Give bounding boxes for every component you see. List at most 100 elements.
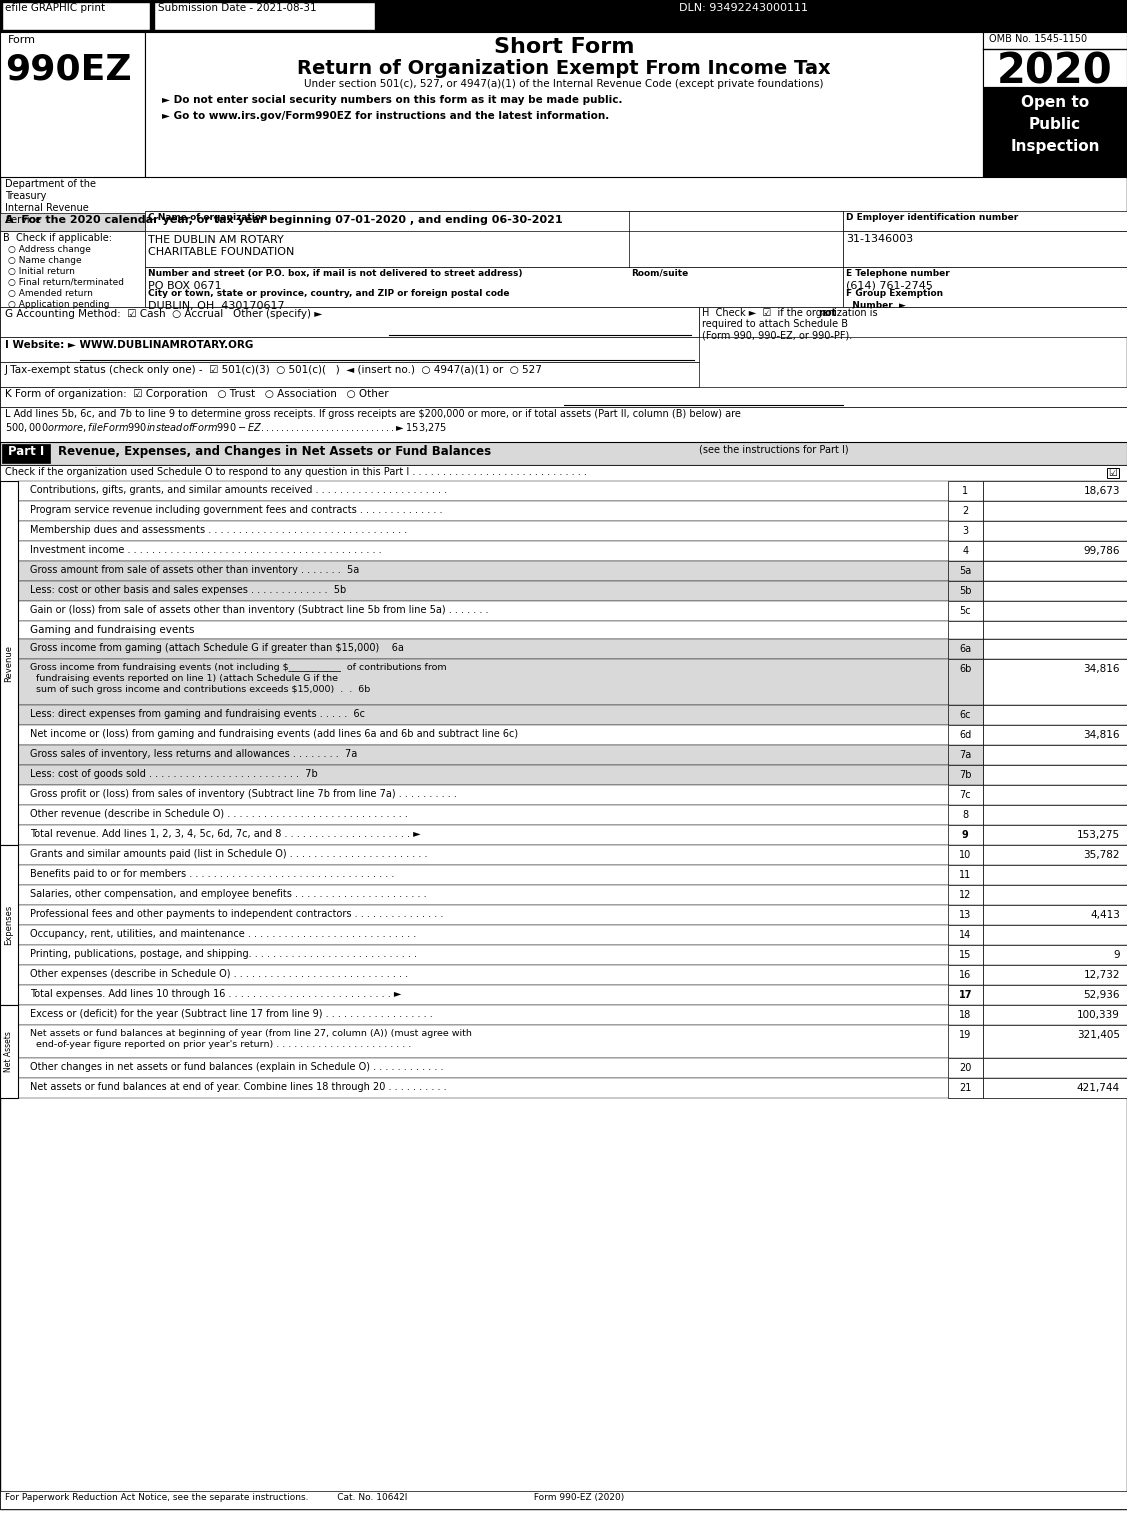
Text: ○ Name change: ○ Name change — [8, 257, 81, 266]
Text: ► Go to www.irs.gov/Form990EZ for instructions and the latest information.: ► Go to www.irs.gov/Form990EZ for instru… — [161, 111, 609, 121]
Text: Salaries, other compensation, and employee benefits . . . . . . . . . . . . . . : Salaries, other compensation, and employ… — [30, 889, 427, 899]
Text: 321,405: 321,405 — [1077, 1031, 1120, 1040]
Text: 1: 1 — [962, 486, 969, 496]
Bar — [0, 307, 699, 337]
Bar — [983, 602, 1127, 621]
Bar — [18, 560, 1127, 580]
Text: ► Do not enter social security numbers on this form as it may be made public.: ► Do not enter social security numbers o… — [161, 95, 622, 105]
Bar — [948, 602, 983, 621]
Bar — [983, 580, 1127, 602]
Bar — [948, 864, 983, 886]
Text: 9: 9 — [962, 831, 969, 840]
Text: 15: 15 — [959, 950, 971, 960]
Text: 6d: 6d — [960, 730, 971, 741]
Bar — [948, 1025, 983, 1058]
Text: ○ Amended return: ○ Amended return — [8, 289, 93, 298]
Text: sum of such gross income and contributions exceeds $15,000)  .  .  6b: sum of such gross income and contributio… — [30, 686, 370, 693]
Text: D Employer identification number: D Employer identification number — [847, 212, 1018, 221]
Text: 10: 10 — [960, 851, 971, 860]
Text: Other expenses (describe in Schedule O) . . . . . . . . . . . . . . . . . . . . : Other expenses (describe in Schedule O) … — [30, 970, 408, 979]
Bar — [983, 945, 1127, 965]
Bar — [983, 745, 1127, 765]
Text: 19: 19 — [960, 1031, 971, 1040]
Text: Department of the: Department of the — [5, 179, 96, 189]
Bar — [0, 1005, 18, 1098]
Bar — [948, 844, 983, 864]
Bar — [843, 231, 1127, 267]
Text: Gross income from gaming (attach Schedule G if greater than $15,000)    6a: Gross income from gaming (attach Schedul… — [30, 643, 404, 654]
Bar — [0, 0, 1127, 32]
Text: Total revenue. Add lines 1, 2, 3, 4, 5c, 6d, 7c, and 8 . . . . . . . . . . . . .: Total revenue. Add lines 1, 2, 3, 4, 5c,… — [30, 829, 421, 838]
Bar — [948, 705, 983, 725]
Bar — [843, 211, 1127, 231]
Bar — [983, 985, 1127, 1005]
Text: 990EZ: 990EZ — [5, 52, 132, 86]
Text: 5b: 5b — [959, 586, 971, 596]
Bar — [948, 1058, 983, 1078]
Bar — [948, 638, 983, 660]
Text: required to attach Schedule B: required to attach Schedule B — [702, 319, 848, 328]
Bar — [145, 211, 843, 231]
Text: 18,673: 18,673 — [1084, 486, 1120, 496]
Text: Check if the organization used Schedule O to respond to any question in this Par: Check if the organization used Schedule … — [5, 467, 587, 476]
Bar — [948, 906, 983, 925]
Text: Number and street (or P.O. box, if mail is not delivered to street address): Number and street (or P.O. box, if mail … — [148, 269, 523, 278]
Text: DUBLIN, OH  430170617: DUBLIN, OH 430170617 — [148, 301, 285, 312]
Bar — [983, 1078, 1127, 1098]
Bar — [18, 805, 1127, 825]
Text: OMB No. 1545-1150: OMB No. 1545-1150 — [989, 34, 1087, 44]
Text: 6a: 6a — [960, 644, 971, 654]
Bar — [983, 1005, 1127, 1025]
Bar — [0, 408, 1127, 441]
Bar — [2, 2, 150, 31]
Bar — [18, 825, 1127, 844]
Text: 7a: 7a — [960, 750, 971, 760]
Bar — [18, 765, 1127, 785]
Text: 6c: 6c — [960, 710, 971, 721]
Text: Grants and similar amounts paid (list in Schedule O) . . . . . . . . . . . . . .: Grants and similar amounts paid (list in… — [30, 849, 428, 860]
Text: C Name of organization: C Name of organization — [148, 212, 268, 221]
Text: 4: 4 — [962, 547, 969, 556]
Text: 3: 3 — [962, 525, 969, 536]
Text: $500,000 or more, file Form 990 instead of Form 990-EZ . . . . . . . . . . . . .: $500,000 or more, file Form 990 instead … — [5, 421, 447, 434]
Text: DLN: 93492243000111: DLN: 93492243000111 — [679, 3, 807, 14]
Text: ☑: ☑ — [1108, 467, 1117, 478]
Bar — [948, 725, 983, 745]
Bar — [983, 87, 1127, 177]
Bar — [983, 765, 1127, 785]
Bar — [0, 481, 18, 844]
Text: Net Assets: Net Assets — [5, 1031, 14, 1072]
Text: G Accounting Method:  ☑ Cash  ○ Accrual   Other (specify) ►: G Accounting Method: ☑ Cash ○ Accrual Ot… — [5, 308, 322, 319]
Text: CHARITABLE FOUNDATION: CHARITABLE FOUNDATION — [148, 247, 294, 257]
Text: Less: cost of goods sold . . . . . . . . . . . . . . . . . . . . . . . . .  7b: Less: cost of goods sold . . . . . . . .… — [30, 770, 317, 779]
Text: Number  ►: Number ► — [847, 301, 907, 310]
Bar — [948, 825, 983, 844]
Text: ○ Final return/terminated: ○ Final return/terminated — [8, 278, 124, 287]
Text: 20: 20 — [959, 1063, 971, 1073]
Text: Total expenses. Add lines 10 through 16 . . . . . . . . . . . . . . . . . . . . : Total expenses. Add lines 10 through 16 … — [30, 989, 401, 999]
Bar — [18, 541, 1127, 560]
Bar — [983, 925, 1127, 945]
Text: 9: 9 — [1113, 950, 1120, 960]
Bar — [948, 1078, 983, 1098]
Bar — [948, 985, 983, 1005]
Text: 8: 8 — [962, 809, 969, 820]
Bar — [699, 307, 1127, 337]
Text: 16: 16 — [960, 970, 971, 980]
Text: THE DUBLIN AM ROTARY: THE DUBLIN AM ROTARY — [148, 235, 283, 244]
Text: I Website: ► WWW.DUBLINAMROTARY.ORG: I Website: ► WWW.DUBLINAMROTARY.ORG — [5, 341, 253, 350]
Text: Inspection: Inspection — [1010, 139, 1100, 154]
Bar — [18, 725, 1127, 745]
Text: ○ Application pending: ○ Application pending — [8, 299, 110, 308]
Bar — [983, 32, 1127, 87]
Text: end-of-year figure reported on prior year's return) . . . . . . . . . . . . . . : end-of-year figure reported on prior yea… — [30, 1040, 411, 1049]
Bar — [948, 481, 983, 501]
Bar — [18, 705, 1127, 725]
Bar — [983, 906, 1127, 925]
Text: Gross amount from sale of assets other than inventory . . . . . . .  5a: Gross amount from sale of assets other t… — [30, 565, 359, 576]
Text: 2020: 2020 — [997, 50, 1113, 93]
Bar — [0, 466, 1127, 481]
Text: Room/suite: Room/suite — [631, 269, 688, 278]
Text: Gaming and fundraising events: Gaming and fundraising events — [30, 625, 194, 635]
Text: Less: direct expenses from gaming and fundraising events . . . . .  6c: Less: direct expenses from gaming and fu… — [30, 709, 365, 719]
